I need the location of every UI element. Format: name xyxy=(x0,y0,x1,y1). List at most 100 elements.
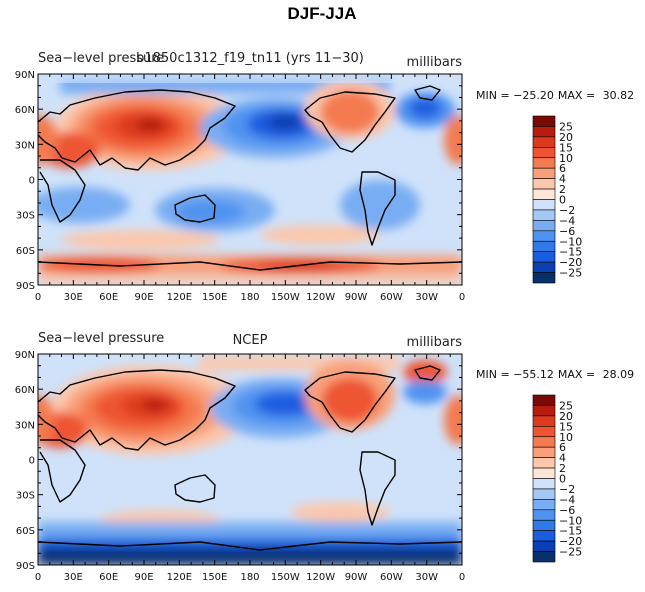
colorbar-bottom-level-label: −6 xyxy=(559,504,575,517)
colorbar-top-swatch xyxy=(532,157,556,169)
map-top-y-tick-label: 60N xyxy=(15,105,35,116)
map-bottom-y-tick-label: 90N xyxy=(15,350,35,361)
panel-bottom-min-value: −55.12 xyxy=(513,368,554,381)
map-top-x-tick-label: 0 xyxy=(35,292,41,303)
colorbar-top-swatch xyxy=(532,261,556,273)
colorbar-bottom-swatch xyxy=(532,394,556,406)
colorbar-top-swatch xyxy=(532,147,556,159)
colorbar-top-swatch xyxy=(532,199,556,211)
map-bottom-y-tick-label: 90S xyxy=(16,561,35,572)
map-bottom-contours xyxy=(38,356,462,565)
colorbar-top-swatch xyxy=(532,126,556,138)
colorbar-bottom-level-label: −2 xyxy=(559,483,575,496)
map-top-y-tick-label: 90S xyxy=(16,281,35,292)
map-bottom-y-tick-label: 0 xyxy=(29,456,35,467)
colorbar-bottom-level-label: −25 xyxy=(559,546,582,559)
colorbar-bottom-swatch xyxy=(532,509,556,521)
map-bottom-y-tick-label: 60N xyxy=(15,385,35,396)
colorbar-top-swatch xyxy=(532,115,556,127)
map-top-x-tick-label: 30E xyxy=(64,292,83,303)
map-bottom-x-tick-label: 0 xyxy=(459,572,465,583)
colorbar-top-level-label: 4 xyxy=(559,173,566,186)
map-bottom-x-tick-label: 30E xyxy=(64,572,83,583)
colorbar-bottom-level-label: −20 xyxy=(559,535,582,548)
colorbar-top-level-label: 10 xyxy=(559,152,573,165)
colorbar-top-level-label: 20 xyxy=(559,131,573,144)
colorbar-top-level-label: −20 xyxy=(559,256,582,269)
colorbar-bottom-swatch xyxy=(532,436,556,448)
map-top-y-tick-label: 60S xyxy=(16,246,35,257)
colorbar-bottom-level-label: 25 xyxy=(559,399,573,412)
map-top-x-tick-label: 150E xyxy=(202,292,227,303)
colorbar-bottom-swatch xyxy=(532,540,556,552)
colorbar-top-swatch xyxy=(532,178,556,190)
colorbar-top-level-label: 0 xyxy=(559,194,566,207)
map-bottom-x-tick-label: 60W xyxy=(380,572,403,583)
map-top-axes: 0 30E 60E 90E 120E 150E 180 150W 120W 90W 60W 30W 09… xyxy=(15,70,465,303)
map-bottom-x-tick-label: 120W xyxy=(306,572,335,583)
colorbar-top-level-label: −6 xyxy=(559,225,575,238)
colorbar-bottom-level-label: −4 xyxy=(559,493,575,506)
map-top-contours xyxy=(38,76,462,285)
map-bottom-y-tick-label: 30N xyxy=(15,420,35,431)
figure-title: DJF-JJA xyxy=(288,4,357,23)
colorbar-top-swatch xyxy=(532,167,556,179)
colorbar-bottom-level-label: 2 xyxy=(559,462,566,475)
panel-top-min-value: −25.20 xyxy=(513,89,554,102)
map-top-y-tick-label: 90N xyxy=(15,70,35,81)
colorbar-bottom-level-label: 6 xyxy=(559,441,566,454)
colorbar-top-level-label: −10 xyxy=(559,235,582,248)
colorbar-bottom-swatch xyxy=(532,467,556,479)
colorbar-top-level-label: −4 xyxy=(559,214,575,227)
panel-bottom-minmax: MIN = −55.12 MAX = 28.09 xyxy=(476,368,634,381)
colorbar-bottom-swatch xyxy=(532,446,556,458)
panel-top-units: millibars xyxy=(407,55,463,70)
panel-top-min-label: MIN = xyxy=(476,89,513,102)
panel-bottom-min-label: MIN = xyxy=(476,368,513,381)
map-bottom-x-tick-label: 150E xyxy=(202,572,227,583)
colorbar-bottom-swatch xyxy=(532,415,556,427)
colorbar-bottom-level-label: 20 xyxy=(559,410,573,423)
map-top-x-tick-label: 60W xyxy=(380,292,403,303)
colorbar-bottom-swatch xyxy=(532,488,556,500)
map-bottom-x-tick-label: 30W xyxy=(415,572,438,583)
colorbar-top-swatch xyxy=(532,240,556,252)
colorbar-top-swatch xyxy=(532,209,556,221)
colorbar-top-level-label: 2 xyxy=(559,183,566,196)
map-bottom-x-tick-label: 120E xyxy=(167,572,192,583)
panel-bottom-max-value: 28.09 xyxy=(603,368,635,381)
colorbar-bottom-level-label: 10 xyxy=(559,431,573,444)
colorbar-top-level-label: 25 xyxy=(559,120,573,133)
map-bottom-coastlines xyxy=(38,365,462,551)
colorbar-bottom-swatch xyxy=(532,426,556,438)
colorbar-bottom-swatch xyxy=(532,457,556,469)
map-top-x-tick-label: 0 xyxy=(459,292,465,303)
colorbar-top-level-label: −25 xyxy=(559,267,582,280)
map-bottom-x-tick-label: 60E xyxy=(99,572,118,583)
colorbar-bottom-swatch xyxy=(532,499,556,511)
map-bottom-x-tick-label: 0 xyxy=(35,572,41,583)
colorbar-top-swatch xyxy=(532,188,556,200)
colorbar-top-level-label: 6 xyxy=(559,162,566,175)
map-top xyxy=(38,74,462,285)
panel-bottom-center-label: NCEP xyxy=(233,333,268,348)
panel-top-minmax: MIN = −25.20 MAX = 30.82 xyxy=(476,89,634,102)
map-top-x-tick-label: 90E xyxy=(134,292,153,303)
colorbar-top-swatch xyxy=(532,136,556,148)
colorbar-bottom-level-label: 15 xyxy=(559,420,573,433)
map-bottom-y-tick-label: 60S xyxy=(16,526,35,537)
colorbar-top-level-label: 15 xyxy=(559,141,573,154)
map-top-x-tick-label: 150W xyxy=(271,292,300,303)
map-top-x-tick-label: 180 xyxy=(240,292,259,303)
panel-bottom-units: millibars xyxy=(407,335,463,350)
map-top-x-tick-label: 60E xyxy=(99,292,118,303)
colorbar-top-swatch xyxy=(532,220,556,232)
panel-top-max-value: 30.82 xyxy=(603,89,635,102)
map-top-y-tick-label: 30S xyxy=(16,211,35,222)
map-top-x-tick-label: 90W xyxy=(345,292,368,303)
colorbar-bottom-level-label: −15 xyxy=(559,525,582,538)
panel-top-left-label: Sea−level pressure xyxy=(38,51,164,66)
